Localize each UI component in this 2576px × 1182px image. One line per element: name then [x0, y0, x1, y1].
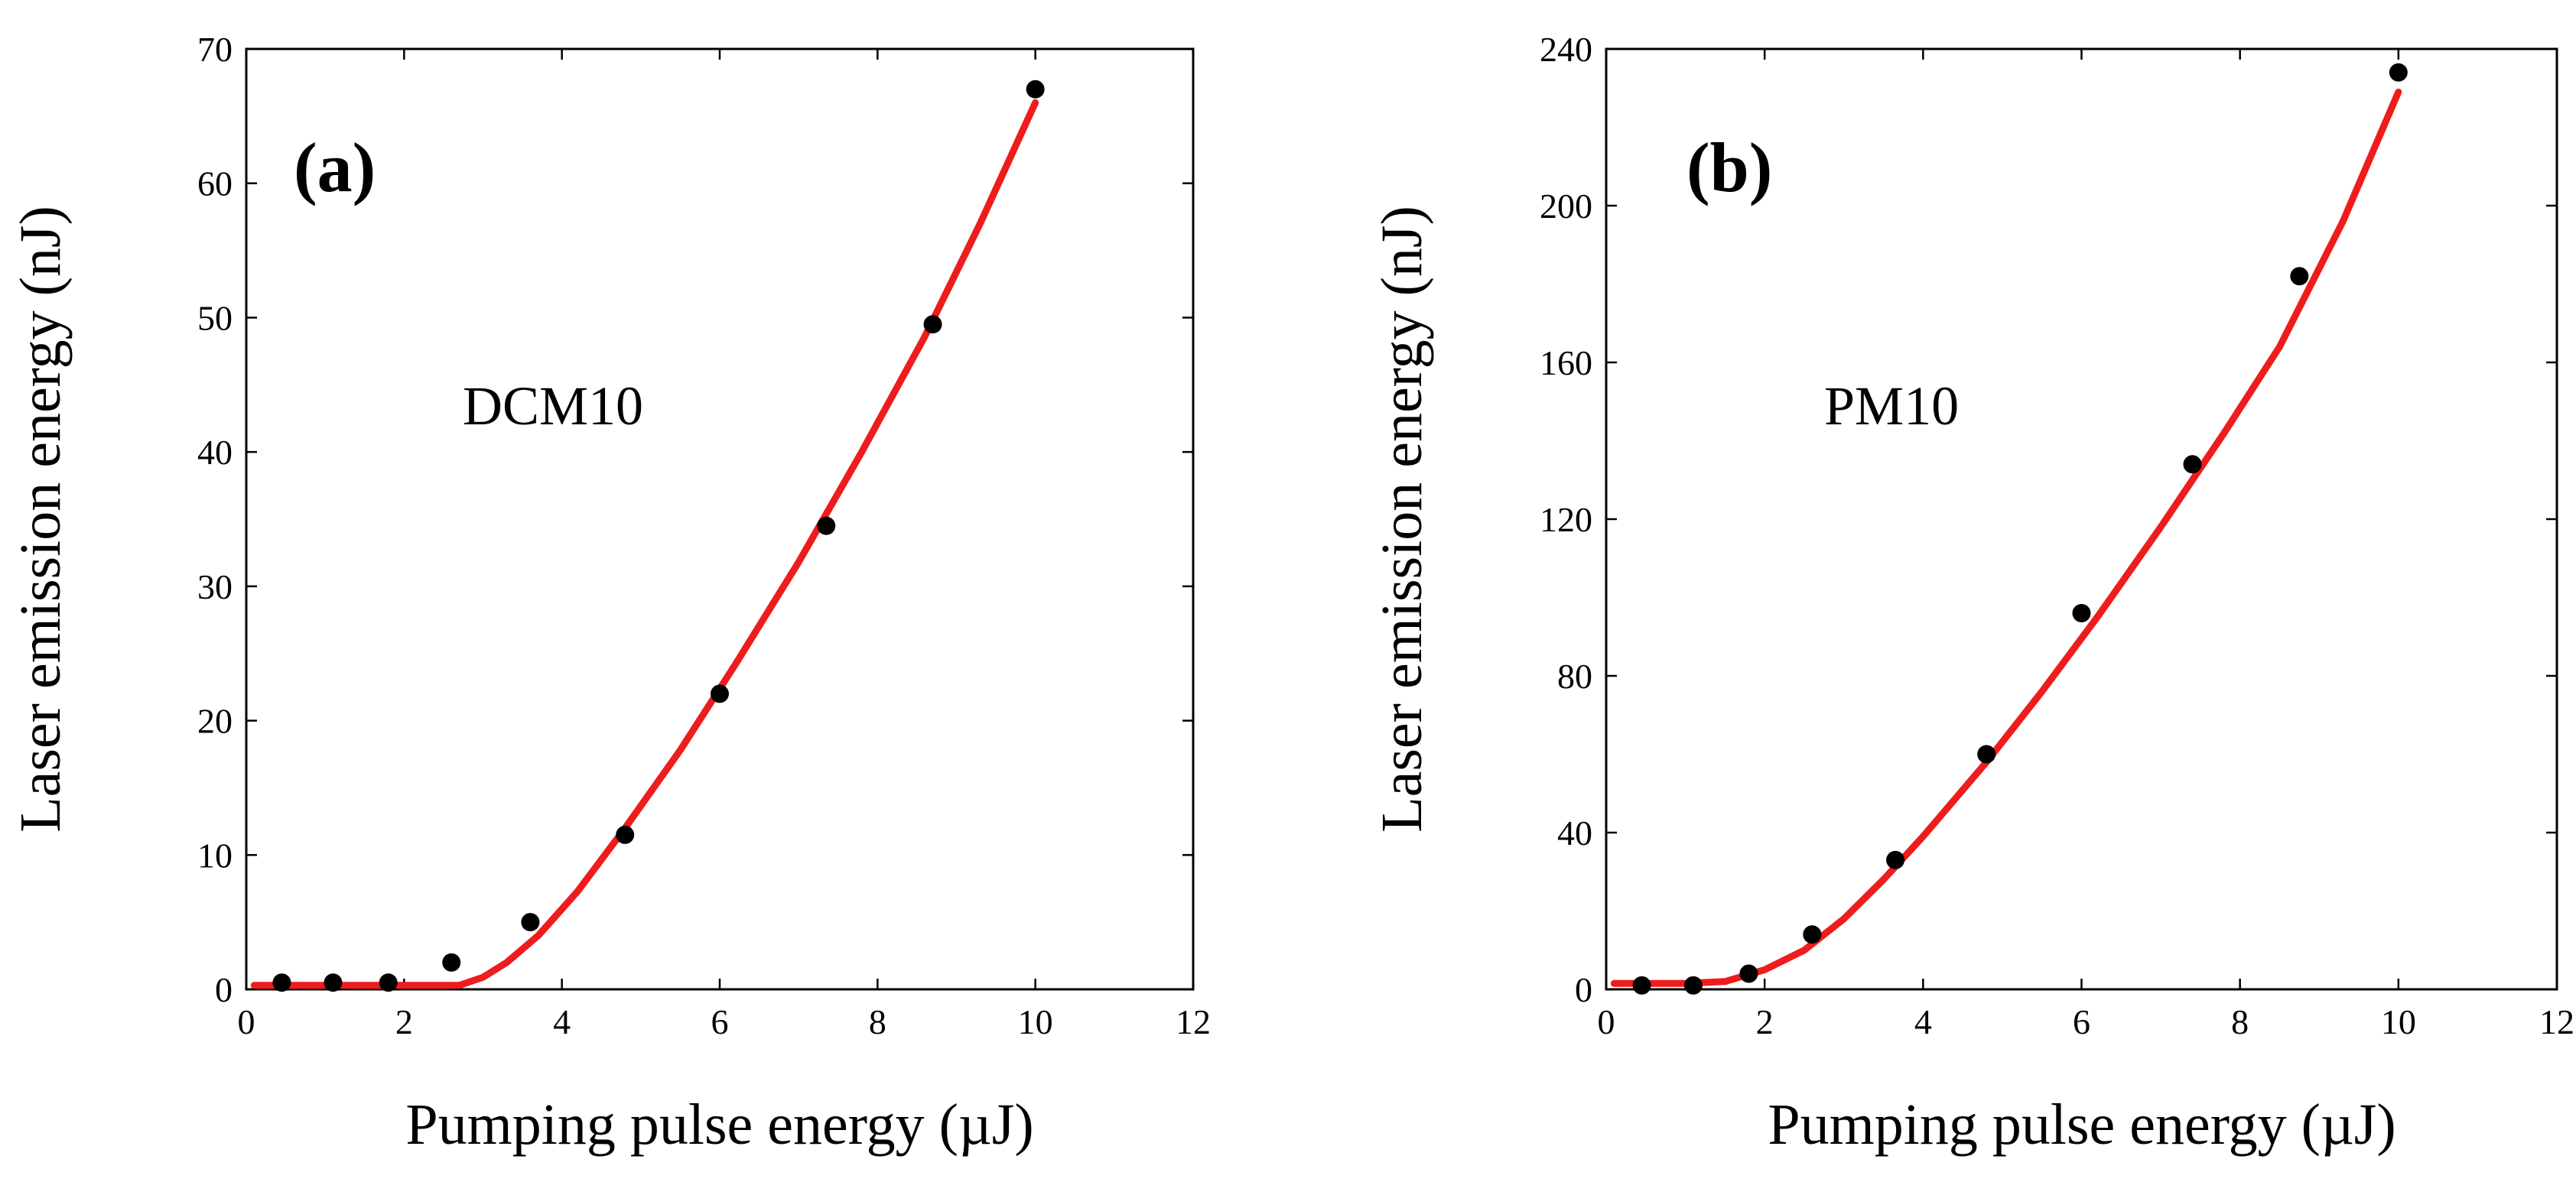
x-tick-label: 6	[711, 1002, 729, 1041]
y-tick-label: 0	[215, 970, 233, 1009]
y-tick-label: 30	[197, 567, 233, 606]
x-axis-title: Pumping pulse energy (µJ)	[405, 1093, 1033, 1157]
data-point	[379, 973, 398, 992]
panel-label: (b)	[1686, 128, 1772, 206]
y-axis-title: Laser emission energy (nJ)	[8, 206, 73, 833]
data-point	[1977, 745, 1996, 764]
y-tick-label: 0	[1575, 970, 1592, 1009]
x-tick-label: 10	[2381, 1002, 2416, 1041]
x-tick-label: 8	[2231, 1002, 2249, 1041]
x-tick-label: 12	[2539, 1002, 2574, 1041]
y-tick-label: 120	[1540, 500, 1592, 539]
data-point	[2183, 455, 2202, 474]
data-point	[1683, 976, 1703, 995]
x-tick-label: 4	[1914, 1002, 1932, 1041]
data-point	[1632, 976, 1651, 995]
y-tick-label: 200	[1540, 187, 1592, 226]
tick-marks	[245, 47, 1195, 991]
data-point	[442, 953, 461, 972]
y-tick-label: 240	[1540, 30, 1592, 69]
x-tick-label: 0	[1598, 1002, 1615, 1041]
y-tick-label: 40	[1557, 813, 1592, 852]
data-point	[616, 825, 635, 844]
fit-curve	[1610, 88, 2402, 987]
data-point	[711, 684, 729, 703]
series-layer	[250, 80, 1045, 992]
data-point	[1886, 850, 1905, 869]
x-tick-label: 0	[238, 1002, 255, 1041]
data-point	[2072, 604, 2091, 622]
chart-panel-a: 0 2 4 6 8 10 12 0 10 20 30 40 50 60 70 (a) DCM10 Pumpi…	[8, 30, 1211, 1157]
x-tick-label: 2	[395, 1002, 413, 1041]
data-point	[817, 516, 836, 535]
y-tick-label: 80	[1557, 657, 1592, 696]
x-tick-label: 10	[1018, 1002, 1053, 1041]
y-tick-label: 50	[197, 298, 233, 337]
series-layer	[1610, 63, 2408, 995]
fit-curve	[250, 99, 1039, 989]
data-point	[272, 973, 291, 992]
y-tick-label: 20	[197, 702, 233, 741]
x-axis-title: Pumping pulse energy (µJ)	[1768, 1093, 2395, 1157]
data-point	[1739, 964, 1758, 983]
panel-label: (a)	[294, 128, 376, 206]
y-tick-label: 70	[197, 30, 233, 69]
x-tick-label: 12	[1176, 1002, 1211, 1041]
tick-labels: 0 2 4 6 8 10 12 0 10 20 30 40 50 60 70	[197, 30, 1211, 1041]
x-tick-label: 2	[1756, 1002, 1774, 1041]
sample-label: DCM10	[463, 375, 643, 437]
data-point	[1026, 80, 1045, 99]
y-tick-label: 40	[197, 433, 233, 472]
data-point	[324, 973, 343, 992]
data-point	[521, 913, 540, 932]
data-point	[923, 315, 942, 334]
x-tick-label: 4	[553, 1002, 571, 1041]
y-tick-label: 10	[197, 836, 233, 875]
data-point	[2389, 63, 2408, 82]
y-axis-title: Laser emission energy (nJ)	[1370, 206, 1434, 833]
y-tick-label: 160	[1540, 343, 1592, 382]
plot-frame	[245, 47, 1195, 991]
sample-label: PM10	[1824, 375, 1959, 437]
tick-marks	[1605, 47, 2558, 991]
data-point	[2290, 267, 2309, 286]
x-tick-label: 6	[2073, 1002, 2090, 1041]
x-tick-label: 8	[869, 1002, 886, 1041]
data-point	[1803, 925, 1822, 944]
y-tick-label: 60	[197, 164, 233, 203]
